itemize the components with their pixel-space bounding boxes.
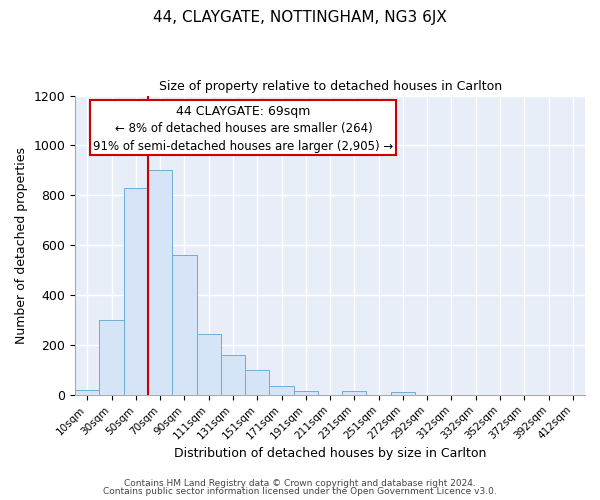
Text: ← 8% of detached houses are smaller (264): ← 8% of detached houses are smaller (264…	[115, 122, 372, 136]
Title: Size of property relative to detached houses in Carlton: Size of property relative to detached ho…	[158, 80, 502, 93]
Bar	[293, 391, 318, 395]
Bar	[245, 370, 269, 395]
Bar	[221, 355, 245, 395]
Bar	[269, 386, 293, 395]
X-axis label: Distribution of detached houses by size in Carlton: Distribution of detached houses by size …	[174, 447, 486, 460]
Bar	[75, 390, 100, 395]
Bar	[100, 320, 124, 395]
Text: 44, CLAYGATE, NOTTINGHAM, NG3 6JX: 44, CLAYGATE, NOTTINGHAM, NG3 6JX	[153, 10, 447, 25]
Bar	[172, 255, 197, 395]
Text: Contains HM Land Registry data © Crown copyright and database right 2024.: Contains HM Land Registry data © Crown c…	[124, 478, 476, 488]
Text: Contains public sector information licensed under the Open Government Licence v3: Contains public sector information licen…	[103, 487, 497, 496]
FancyBboxPatch shape	[91, 100, 397, 156]
Y-axis label: Number of detached properties: Number of detached properties	[15, 146, 28, 344]
Text: 91% of semi-detached houses are larger (2,905) →: 91% of semi-detached houses are larger (…	[93, 140, 394, 153]
Bar	[124, 188, 148, 395]
Bar	[342, 391, 367, 395]
Bar	[148, 170, 172, 395]
Text: 44 CLAYGATE: 69sqm: 44 CLAYGATE: 69sqm	[176, 104, 311, 118]
Bar	[391, 392, 415, 395]
Bar	[197, 334, 221, 395]
